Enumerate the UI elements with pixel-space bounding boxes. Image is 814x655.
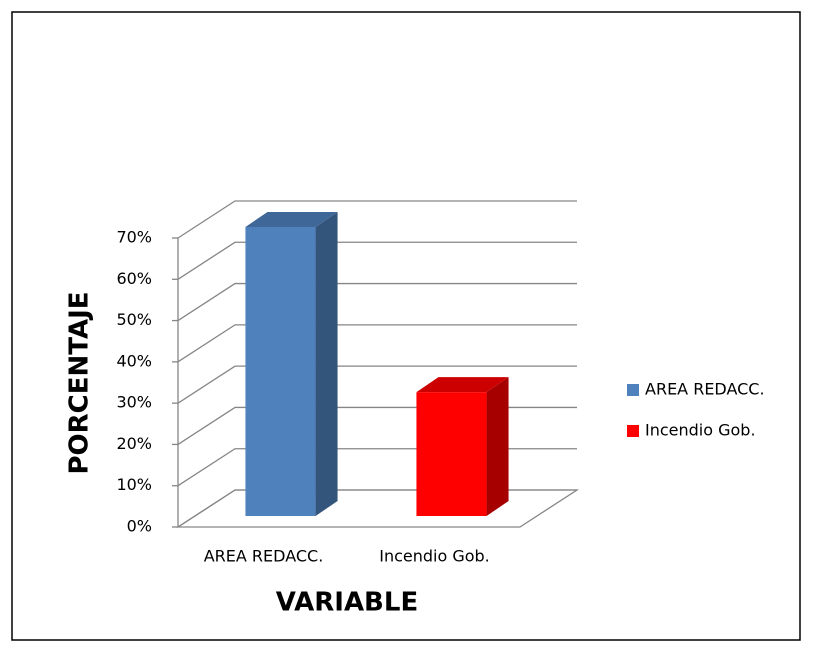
legend-label: AREA REDACC. — [645, 380, 765, 399]
grid-line — [177, 365, 577, 404]
bar — [416, 392, 487, 516]
legend-swatch — [627, 425, 639, 437]
y-tick-label: 70% — [116, 228, 152, 247]
frame — [11, 11, 801, 641]
bar — [245, 227, 316, 516]
grid-line — [177, 200, 577, 239]
y-tick-label: 60% — [116, 269, 152, 288]
x-axis-label: VARIABLE — [276, 588, 418, 618]
bar-top — [416, 377, 509, 393]
x-tick-label: AREA REDACC. — [204, 547, 324, 566]
y-tick-label: 40% — [116, 351, 152, 370]
x-tick-label: Incendio Gob. — [379, 547, 490, 566]
bar-top — [245, 212, 338, 227]
y-tick-label: 0% — [127, 517, 152, 536]
grid-line — [177, 241, 577, 280]
y-tick-label: 20% — [116, 434, 152, 453]
bar-side — [315, 212, 338, 516]
legend-label: Incendio Gob. — [645, 421, 756, 440]
legend-swatch — [627, 384, 639, 396]
bar-side — [486, 377, 509, 516]
grid-line — [177, 282, 577, 322]
y-tick-label: 50% — [116, 310, 152, 329]
y-tick-label: 30% — [116, 393, 152, 412]
y-axis-label: PORCENTAJE — [65, 291, 95, 474]
y-tick-label: 10% — [116, 475, 152, 494]
grid-line — [177, 324, 577, 363]
